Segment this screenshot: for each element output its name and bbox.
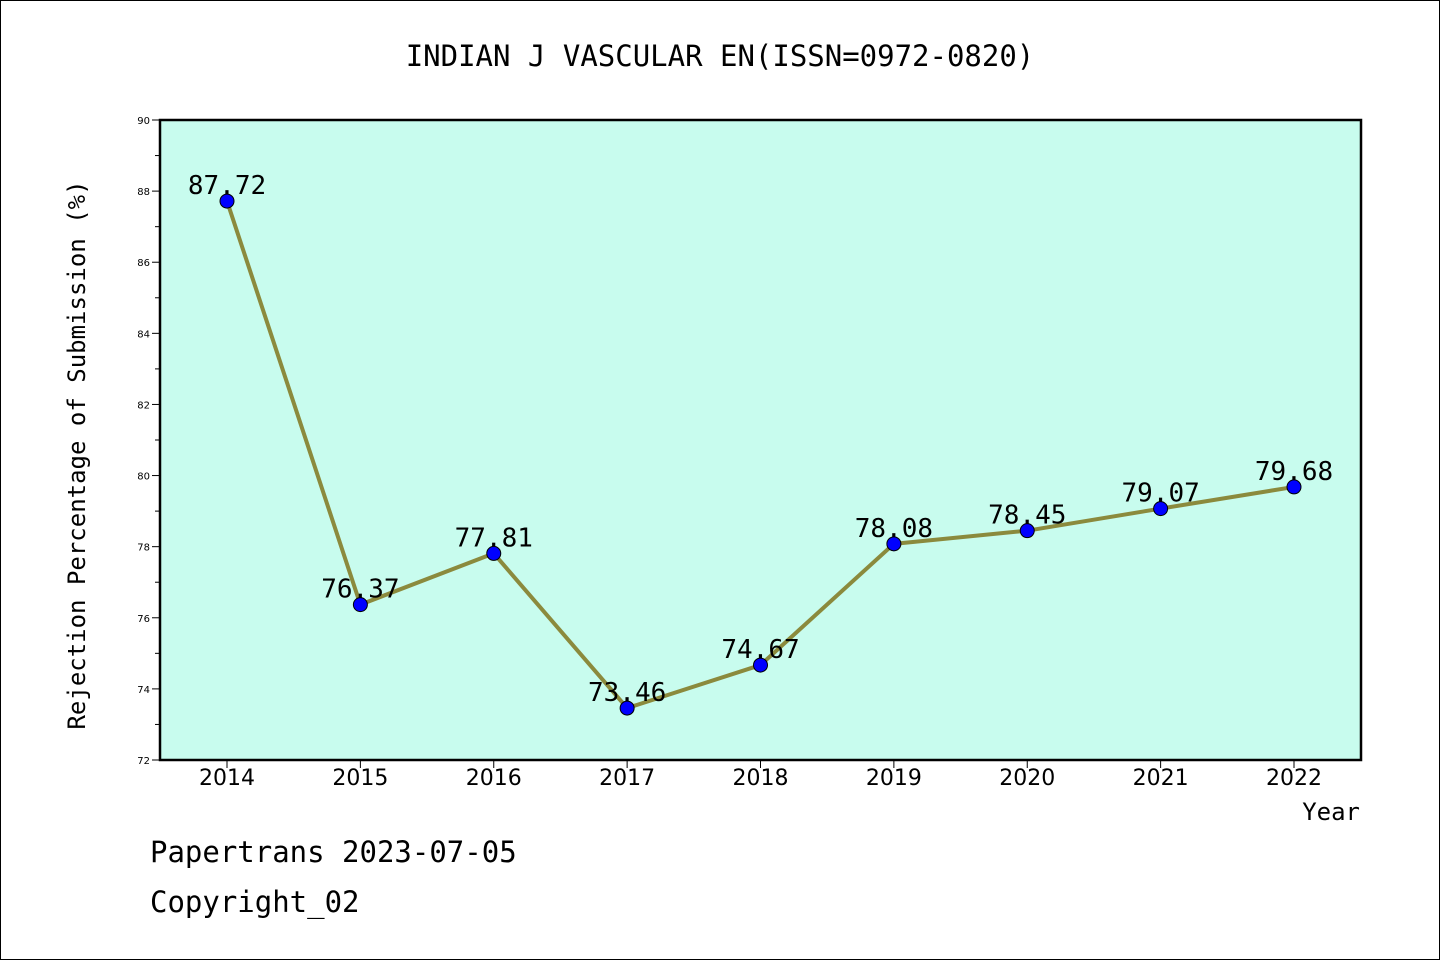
x-tick-label: 2018: [733, 766, 789, 791]
y-tick-label: 88: [137, 187, 150, 198]
data-point: [219, 193, 235, 209]
y-tick-label: 90: [137, 116, 150, 127]
data-label: 74.67: [721, 635, 799, 665]
data-label: 73.46: [588, 678, 666, 708]
data-labels: 87.72 76.37 77.81 73.46 74.67 78.08 78.45 79.07…: [188, 171, 1333, 708]
y-axis-label: Rejection Percentage of Submission (%): [63, 180, 91, 729]
y-tick-label: 82: [137, 400, 150, 411]
data-label: 76.37: [321, 575, 399, 605]
y-tick-label: 86: [137, 258, 150, 269]
data-label: 77.81: [455, 523, 533, 553]
footer-copyright: Copyright_02: [150, 885, 360, 919]
y-tick-label: 84: [137, 329, 150, 340]
data-point: [1019, 523, 1035, 539]
y-tick-label: 80: [137, 472, 150, 483]
y-tick-label: 78: [137, 543, 150, 554]
chart-title: INDIAN J VASCULAR EN(ISSN=0972-0820): [406, 39, 1035, 73]
data-label: 87.72: [188, 171, 266, 201]
data-label: 79.68: [1255, 457, 1333, 487]
data-label: 78.45: [988, 501, 1066, 531]
x-tick-label: 2017: [599, 766, 655, 791]
y-axis: 72 74 76 78 80 82 84 86 88 90: [137, 116, 160, 767]
x-tick-label: 2022: [1266, 766, 1322, 791]
y-tick-label: 74: [137, 685, 150, 696]
data-point: [619, 700, 635, 716]
footer-credit: Papertrans 2023-07-05: [150, 835, 517, 869]
y-tick-label: 72: [137, 756, 150, 767]
x-tick-label: 2016: [466, 766, 522, 791]
data-point: [753, 657, 768, 673]
x-axis: 2014 2015 2016 2017 2018 2019 2020 2021 2022: [199, 760, 1322, 791]
data-point: [486, 545, 502, 561]
x-tick-label: 2015: [332, 766, 388, 791]
x-tick-label: 2019: [866, 766, 922, 791]
x-axis-label: Year: [1302, 798, 1360, 826]
data-point: [1286, 479, 1302, 495]
series: [219, 193, 1302, 716]
x-tick-label: 2014: [199, 766, 255, 791]
x-tick-label: 2020: [999, 766, 1055, 791]
plot-area: [158, 118, 1363, 762]
y-tick-label: 76: [137, 614, 150, 625]
data-point: [1153, 501, 1169, 517]
data-label: 79.07: [1121, 479, 1199, 509]
x-tick-label: 2021: [1133, 766, 1189, 791]
data-point: [886, 536, 902, 552]
data-label: 78.08: [855, 514, 933, 544]
data-point: [352, 597, 368, 613]
